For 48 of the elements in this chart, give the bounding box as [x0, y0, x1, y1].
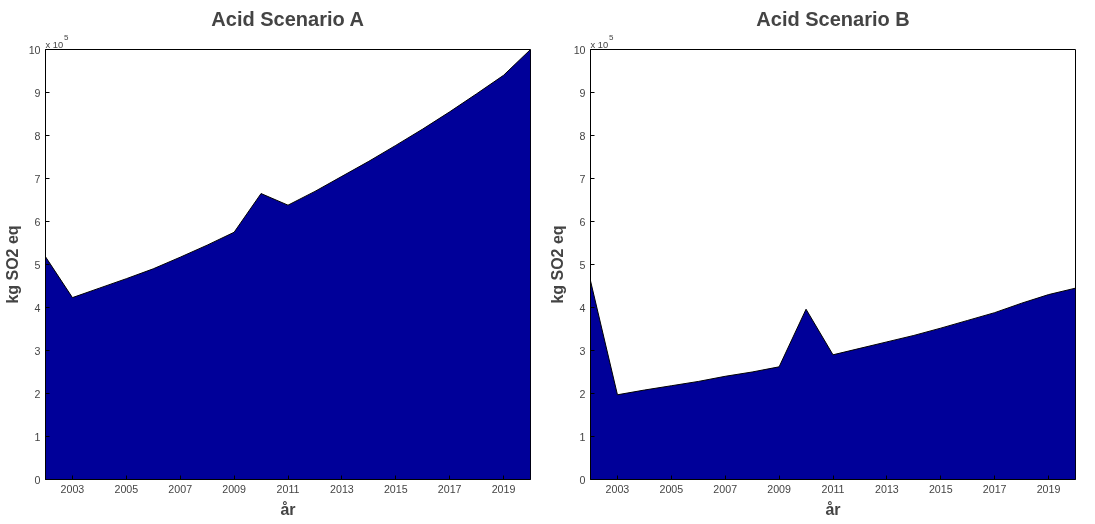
- y-tick-label: 3: [579, 344, 586, 357]
- y-tick-label: 0: [34, 473, 41, 486]
- y-tick-label: 6: [579, 215, 586, 228]
- x-tick-label: 2009: [767, 482, 792, 495]
- annotation: x 105: [45, 32, 69, 50]
- y-tick-label: 10: [28, 43, 41, 56]
- x-tick-label: 2017: [437, 482, 462, 495]
- y-tick-label: 3: [34, 344, 41, 357]
- x-tick-label: 2019: [1036, 482, 1061, 495]
- x-tick-label: 2013: [875, 482, 899, 495]
- y-axis-title: kg SO2 eq: [548, 225, 566, 304]
- annotation: x 105: [590, 32, 614, 50]
- x-tick-label: 2011: [276, 482, 300, 495]
- y-tick-label: 6: [34, 215, 41, 228]
- y-tick-label: 9: [579, 86, 586, 99]
- chart-title: Acid Scenario A: [211, 7, 364, 30]
- y-tick-label: 4: [579, 301, 586, 314]
- x-tick-label: 2013: [330, 482, 354, 495]
- y-tick-label: 1: [34, 430, 41, 443]
- x-tick-label: 2011: [821, 482, 845, 495]
- y-tick-label: 8: [579, 129, 586, 142]
- y-tick-label: 7: [34, 172, 41, 185]
- y-tick-label: 2: [34, 387, 41, 400]
- y-tick-label: 10: [573, 43, 586, 56]
- y-tick-label: 9: [34, 86, 41, 99]
- y-tick-label: 1: [579, 430, 586, 443]
- x-tick-label: 2015: [383, 482, 408, 495]
- x-tick-label: 2017: [982, 482, 1007, 495]
- chart-title: Acid Scenario B: [756, 7, 910, 30]
- y-tick-label: 5: [34, 258, 41, 271]
- y-tick-label: 5: [579, 258, 586, 271]
- y-tick-label: 2: [579, 387, 586, 400]
- y-tick-label: 8: [34, 129, 41, 142]
- y-tick-label: 0: [579, 473, 586, 486]
- y-axis-title: kg SO2 eq: [3, 225, 21, 304]
- y-tick-label: 4: [34, 301, 41, 314]
- x-tick-label: 2003: [605, 482, 630, 495]
- x-tick-label: 2005: [114, 482, 139, 495]
- x-tick-label: 2005: [659, 482, 684, 495]
- x-tick-label: 2007: [713, 482, 738, 495]
- x-axis-title: år: [280, 500, 296, 518]
- x-tick-label: 2003: [60, 482, 85, 495]
- x-tick-label: 2019: [491, 482, 516, 495]
- x-tick-label: 2015: [928, 482, 953, 495]
- x-tick-label: 2007: [168, 482, 193, 495]
- y-tick-label: 7: [579, 172, 586, 185]
- x-axis-title: år: [825, 500, 841, 518]
- x-tick-label: 2009: [222, 482, 247, 495]
